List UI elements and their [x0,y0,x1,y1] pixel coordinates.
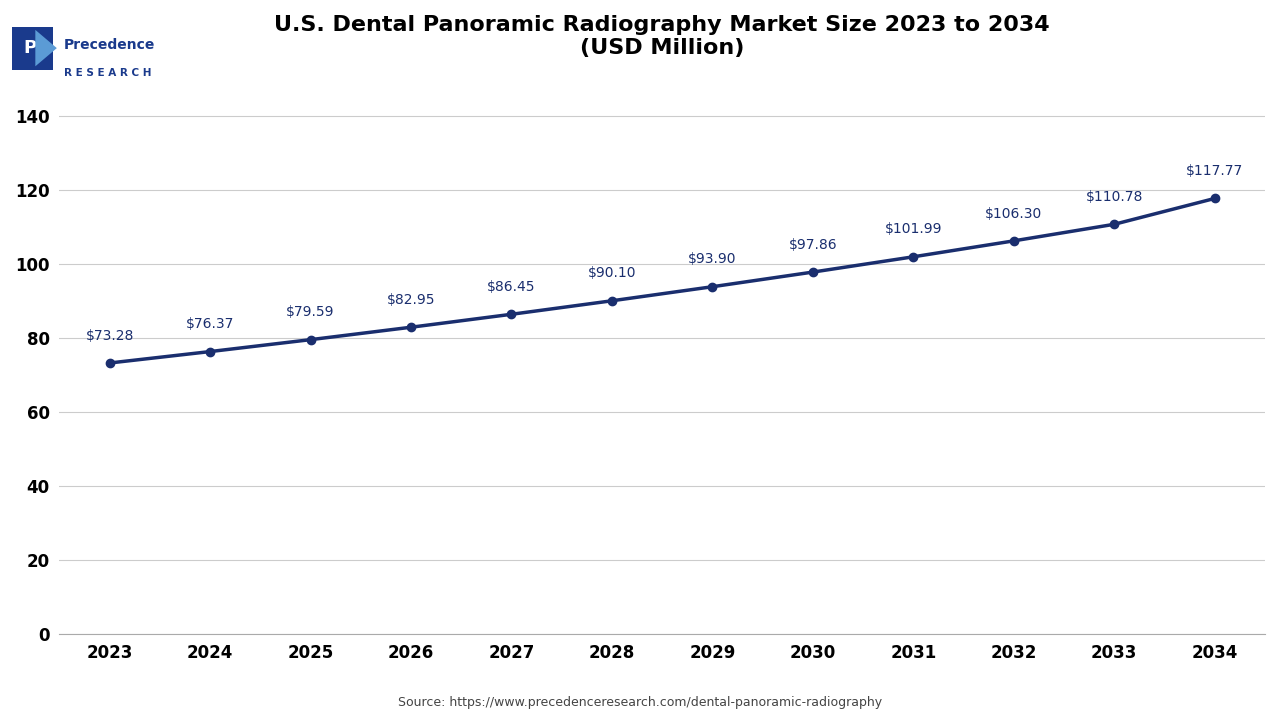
Title: U.S. Dental Panoramic Radiography Market Size 2023 to 2034
(USD Million): U.S. Dental Panoramic Radiography Market… [274,15,1050,58]
Text: $93.90: $93.90 [689,253,737,266]
Text: $79.59: $79.59 [287,305,335,319]
Text: $73.28: $73.28 [86,328,134,343]
Polygon shape [36,30,56,66]
Text: Precedence: Precedence [64,37,155,52]
Text: $82.95: $82.95 [387,293,435,307]
Text: $76.37: $76.37 [186,318,234,331]
Text: $101.99: $101.99 [884,222,942,236]
Text: $117.77: $117.77 [1187,164,1243,178]
Text: $106.30: $106.30 [986,207,1042,220]
FancyBboxPatch shape [12,27,54,70]
Text: P: P [23,39,37,57]
Text: $110.78: $110.78 [1085,190,1143,204]
Text: Source: https://www.precedenceresearch.com/dental-panoramic-radiography: Source: https://www.precedenceresearch.c… [398,696,882,708]
Text: $90.10: $90.10 [588,266,636,280]
Text: $97.86: $97.86 [788,238,837,252]
Text: $86.45: $86.45 [488,280,536,294]
Text: R E S E A R C H: R E S E A R C H [64,68,151,78]
